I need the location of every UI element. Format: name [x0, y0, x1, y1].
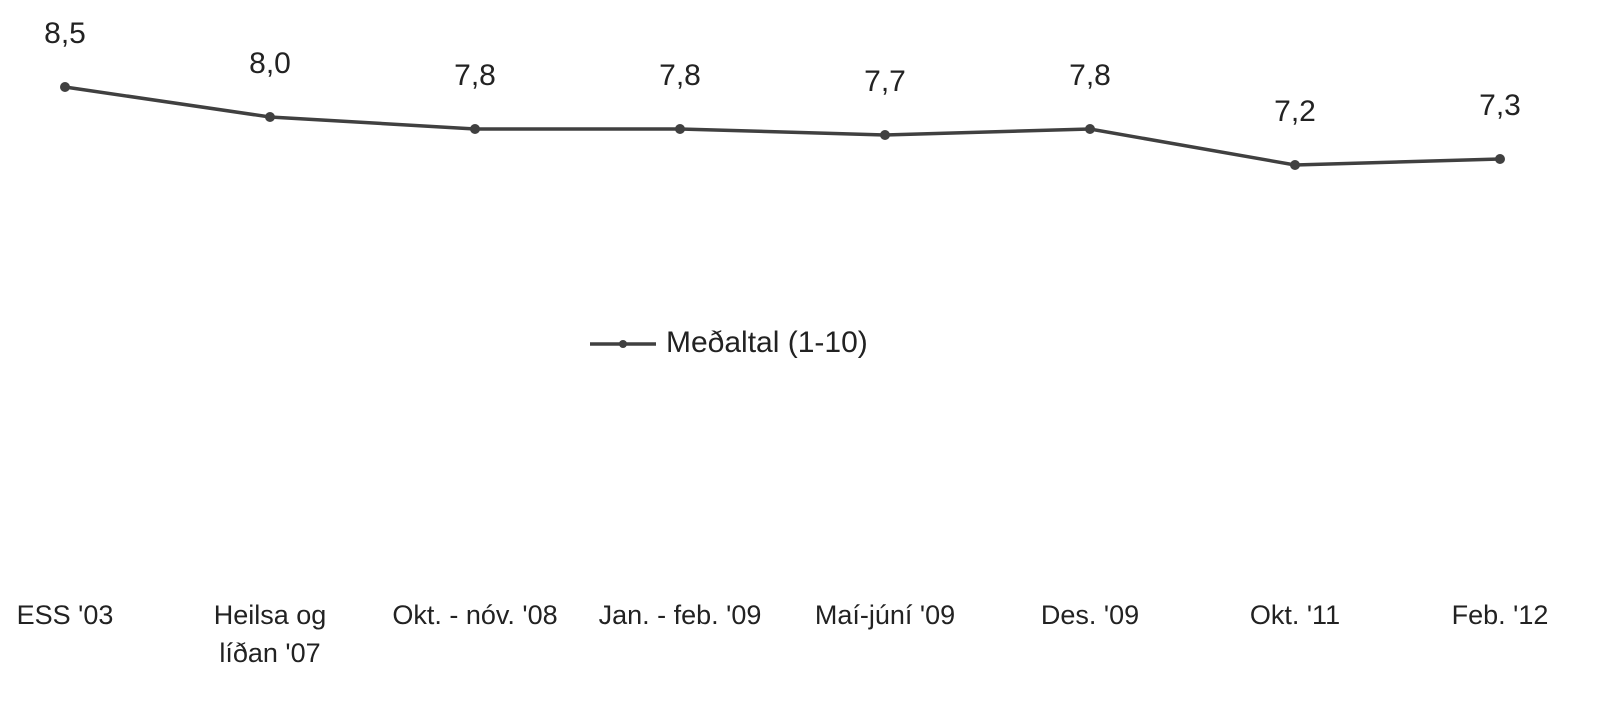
point-marker	[265, 112, 275, 122]
x-tick-label: Okt. - nóv. '08	[392, 600, 558, 630]
point-marker	[60, 82, 70, 92]
x-tick-label: Feb. '12	[1451, 600, 1549, 630]
data-label: 7,8	[454, 59, 496, 92]
data-label: 7,3	[1479, 89, 1521, 122]
data-label: 7,8	[659, 59, 701, 92]
data-label: 7,7	[864, 65, 906, 98]
point-marker	[1495, 154, 1505, 164]
series-line	[64, 85, 1501, 167]
x-tick-label: Des. '09	[1040, 600, 1140, 630]
point-marker	[1085, 124, 1095, 134]
x-tick-label: Jan. - feb. '09	[598, 600, 762, 630]
data-label: 7,8	[1069, 59, 1111, 92]
x-tick-label: Maí-júní '09	[814, 600, 956, 630]
legend-marker	[619, 340, 627, 348]
data-label: 8,0	[249, 47, 291, 80]
legend-label: Meðaltal (1-10)	[666, 326, 868, 359]
point-marker	[470, 124, 480, 134]
point-marker	[675, 124, 685, 134]
x-tick-label: ESS '03	[16, 600, 114, 630]
data-label: 8,5	[44, 17, 86, 50]
point-marker	[880, 130, 890, 140]
x-tick-label: Okt. '11	[1249, 600, 1341, 630]
x-tick-label: Heilsa og líðan '07	[213, 600, 327, 668]
data-label: 7,2	[1274, 95, 1316, 128]
point-marker	[1290, 160, 1300, 170]
